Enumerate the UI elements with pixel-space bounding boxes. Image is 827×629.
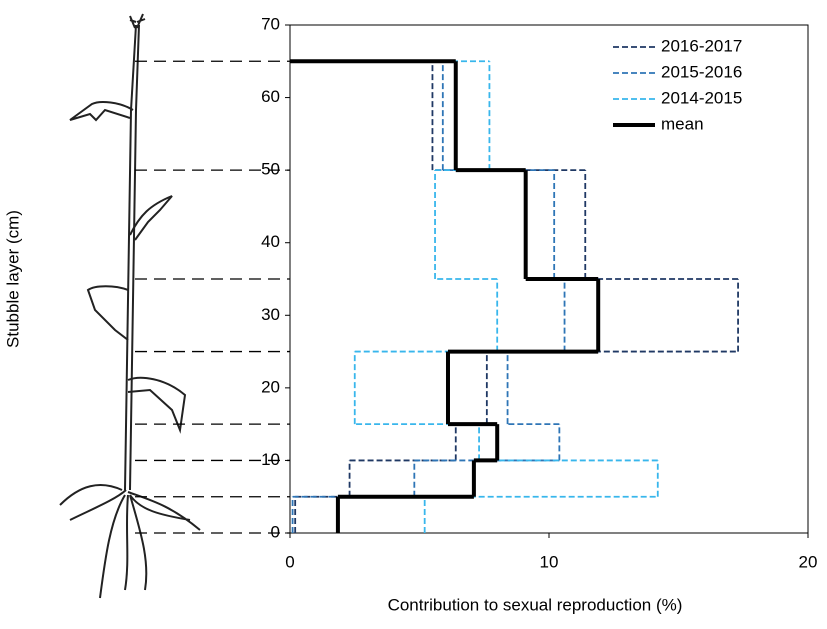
y-tick-label: 70: [261, 14, 280, 33]
y-tick-label: 40: [261, 232, 280, 251]
x-tick-label: 0: [285, 552, 294, 571]
y-tick-label: 30: [261, 305, 280, 324]
legend-label: 2015-2016: [661, 62, 742, 81]
y-tick-label: 60: [261, 87, 280, 106]
legend-label: mean: [661, 114, 704, 133]
plant-illustration: [59, 13, 201, 599]
legend-label: 2016-2017: [661, 36, 742, 55]
x-tick-label: 10: [540, 552, 559, 571]
y-tick-label: 50: [261, 160, 280, 179]
y-tick-label: 10: [261, 450, 280, 469]
y-tick-label: 0: [271, 522, 280, 541]
x-axis-title: Contribution to sexual reproduction (%): [388, 595, 683, 614]
legend-label: 2014-2015: [661, 88, 742, 107]
y-tick-label: 20: [261, 377, 280, 396]
y-axis-title: Stubble layer (cm): [3, 210, 22, 348]
x-tick-label: 20: [799, 552, 818, 571]
